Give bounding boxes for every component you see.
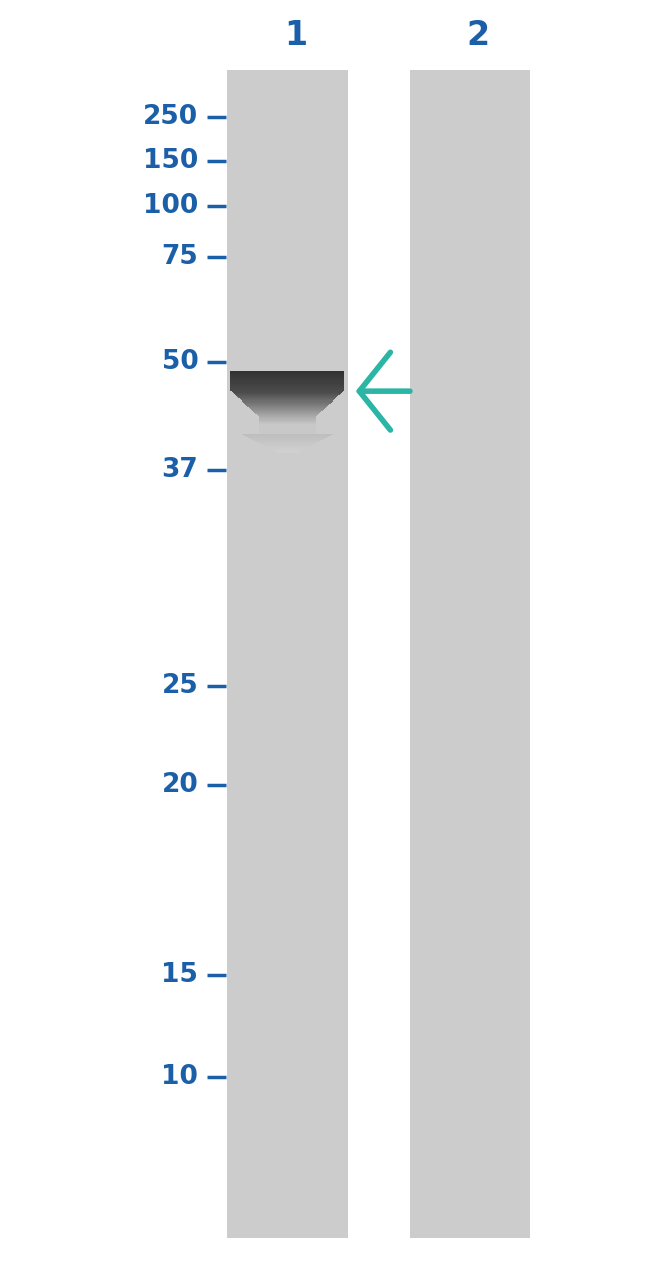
Text: 20: 20: [161, 772, 198, 798]
Text: 75: 75: [161, 244, 198, 269]
Text: 2: 2: [466, 19, 489, 52]
Text: 150: 150: [143, 149, 198, 174]
Text: 37: 37: [161, 457, 198, 483]
Text: 100: 100: [143, 193, 198, 218]
Text: 250: 250: [143, 104, 198, 130]
Text: 1: 1: [284, 19, 307, 52]
Bar: [410, 70, 530, 1238]
Text: 10: 10: [161, 1064, 198, 1090]
Text: 50: 50: [161, 349, 198, 375]
Text: 25: 25: [161, 673, 198, 698]
Bar: [227, 70, 348, 1238]
Text: 15: 15: [161, 963, 198, 988]
